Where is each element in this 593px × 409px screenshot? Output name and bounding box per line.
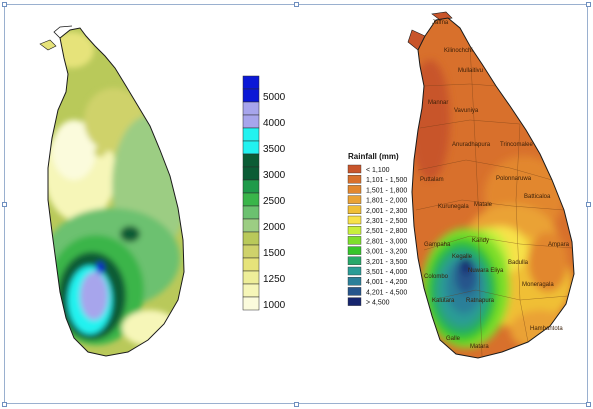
colorbar-swatch (242, 127, 260, 142)
place-label-matale: Matale (474, 202, 493, 208)
legend-label-3-501-4-000: 3,501 - 4,000 (366, 269, 407, 276)
colorbar-label-2500: 2500 (263, 196, 286, 207)
legend-swatch (347, 287, 362, 296)
colorbar-swatch (242, 140, 260, 155)
legend-swatch (347, 185, 362, 194)
left-colorbar: 5000 4000 3500 3000 2500 2000 1500 1250 1000 (242, 75, 286, 311)
place-label-kilinochchi: Kilinochchi (444, 48, 473, 54)
left-rainfall-map (39, 25, 185, 357)
colorbar-swatch (242, 75, 260, 90)
legend-swatch (347, 246, 362, 255)
place-label-mannar: Mannar (428, 100, 448, 106)
legend-label-1-100: < 1,100 (366, 167, 390, 174)
colorbar-swatch (242, 179, 260, 194)
legend-swatch (347, 205, 362, 215)
left-island-outline (47, 27, 185, 357)
colorbar-swatch (242, 101, 260, 116)
place-label-ampara: Ampara (548, 242, 570, 248)
legend-label-2-801-3-000: 2,801 - 3,000 (366, 238, 407, 245)
colorbar-label-5000: 5000 (263, 92, 286, 103)
resize-handle-middle-left[interactable] (2, 202, 7, 207)
place-label-moneragala: Moneragala (522, 282, 554, 288)
resize-handle-bottom-center[interactable] (294, 402, 299, 407)
legend-swatch (347, 195, 362, 204)
colorbar-swatch (242, 296, 260, 311)
legend-label-1-801-2-000: 1,801 - 2,000 (366, 198, 407, 205)
place-label-kalutara: Kalutara (432, 298, 455, 304)
colorbar-label-3500: 3500 (263, 144, 286, 155)
colorbar-label-4000: 4000 (263, 118, 286, 129)
colorbar-swatch (242, 114, 260, 129)
place-label-kurunegala: Kurunegala (438, 204, 469, 210)
place-label-mullaitivu: Mullaitivu (458, 68, 483, 74)
place-label-jaffna: Jaffna (432, 20, 449, 26)
legend-label-4-001-4-200: 4,001 - 4,200 (366, 279, 407, 286)
legend-swatch (347, 225, 362, 235)
legend-label-4-201-4-500: 4,201 - 4,500 (366, 289, 407, 296)
colorbar-swatch (242, 88, 260, 103)
legend-swatch (347, 266, 362, 276)
place-label-matara: Matara (470, 344, 489, 350)
place-label-batticaloa: Batticaloa (524, 194, 551, 200)
resize-handle-bottom-right[interactable] (586, 402, 591, 407)
colorbar-label-1000: 1000 (263, 300, 286, 311)
place-label-badulla: Badulla (508, 260, 529, 266)
legend-label-2-001-2-300: 2,001 - 2,300 (366, 208, 407, 215)
legend-swatch (347, 215, 362, 225)
colorbar-swatch (242, 192, 260, 207)
legend-swatch (347, 256, 362, 265)
place-label-kandy: Kandy (472, 238, 489, 244)
place-label-nuwara-eliya: Nuwara Eliya (468, 268, 504, 274)
colorbar-swatch (242, 270, 260, 285)
legend-swatch (347, 277, 362, 286)
place-label-ratnapura: Ratnapura (466, 298, 495, 304)
resize-handle-top-left[interactable] (2, 2, 7, 7)
legend-label-1-101-1-500: 1,101 - 1,500 (366, 177, 407, 184)
right-rainfall-map (407, 11, 575, 359)
resize-handle-top-center[interactable] (294, 2, 299, 7)
legend-swatch (347, 297, 362, 306)
colorbar-swatch (242, 218, 260, 233)
place-label-gampaha: Gampaha (424, 242, 451, 248)
colorbar-swatch (242, 166, 260, 181)
colorbar-swatch (242, 205, 260, 220)
colorbar-label-1500: 1500 (263, 248, 286, 259)
legend-swatch (347, 236, 362, 245)
place-label-trincomalee: Trincomalee (500, 142, 533, 148)
resize-handle-top-right[interactable] (586, 2, 591, 7)
legend-label-3-001-3-200: 3,001 - 3,200 (366, 249, 407, 256)
legend-swatch (347, 164, 362, 174)
legend-label-4-500: > 4,500 (366, 300, 390, 307)
place-label-hambantota: Hambantota (530, 326, 563, 332)
place-label-polonnaruwa: Polonnaruwa (496, 176, 532, 182)
colorbar-swatch (242, 283, 260, 298)
legend-title: Rainfall (mm) (348, 152, 399, 161)
legend-label-2-301-2-500: 2,301 - 2,500 (366, 218, 407, 225)
resize-handle-bottom-left[interactable] (2, 402, 7, 407)
rainfall-legend: Rainfall (mm) < 1,100 1,101 - 1,500 1,501 -… (347, 152, 407, 307)
colorbar-swatch (242, 231, 260, 246)
colorbar-swatch (242, 244, 260, 259)
legend-label-1-501-1-800: 1,501 - 1,800 (366, 187, 407, 194)
colorbar-label-3000: 3000 (263, 170, 286, 181)
colorbar-label-1250: 1250 (263, 274, 286, 285)
place-label-colombo: Colombo (424, 274, 449, 280)
legend-swatch (347, 174, 362, 184)
place-label-puttalam: Puttalam (420, 177, 444, 183)
colorbar-label-2000: 2000 (263, 222, 286, 233)
district-boundaries (415, 45, 573, 357)
place-label-anuradhapura: Anuradhapura (452, 142, 491, 148)
place-label-kegalle: Kegalle (452, 254, 473, 260)
place-labels: Jaffna Kilinochchi Mullaitivu Mannar Vavuniy… (420, 20, 570, 350)
place-label-galle: Galle (446, 336, 461, 342)
legend-label-2-501-2-800: 2,501 - 2,800 (366, 228, 407, 235)
colorbar-swatch (242, 153, 260, 168)
colorbar-swatch (242, 257, 260, 272)
place-label-vavuniya: Vavuniya (454, 108, 479, 114)
resize-handle-middle-right[interactable] (586, 202, 591, 207)
legend-label-3-201-3-500: 3,201 - 3,500 (366, 259, 407, 266)
